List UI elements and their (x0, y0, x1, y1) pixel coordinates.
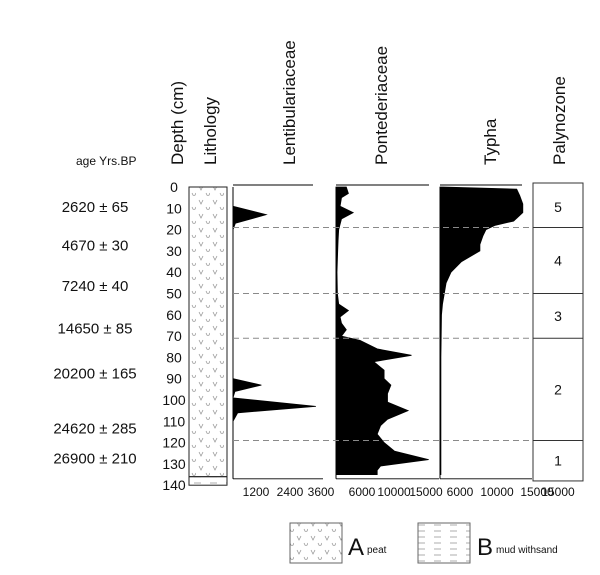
depth-tick-label: 90 (166, 371, 182, 387)
lithology-label: Lithology (201, 96, 220, 165)
lithology-column (188, 186, 228, 486)
series-area (335, 186, 429, 476)
age-label: 14650 ± 85 (58, 321, 133, 338)
age-label: 26900 ± 210 (53, 451, 136, 468)
series-name: Typha (481, 118, 500, 165)
depth-tick-label: 140 (162, 477, 186, 493)
depth-tick-label: 10 (166, 200, 182, 216)
series-name: Lentibulariaceae (280, 40, 299, 165)
zone-label: 2 (554, 381, 562, 397)
age-label: 24620 ± 285 (53, 421, 136, 438)
depth-tick-label: 100 (162, 392, 186, 408)
lithology-unit-B (188, 476, 228, 486)
age-label: 20200 ± 165 (53, 365, 136, 382)
depth-tick-label: 130 (162, 456, 186, 472)
x-tick-label: 6000 (447, 485, 474, 499)
series-typha: Typha 6000 10000 15000 (439, 118, 554, 499)
age-label: 7240 ± 40 (62, 278, 129, 295)
depth-tick-label: 40 (166, 264, 182, 280)
legend-text: mud withsand (496, 545, 558, 556)
x-tick-label: 2400 (277, 485, 304, 499)
x-tick-label: 15000 (541, 485, 575, 499)
depth-tick-label: 20 (166, 222, 182, 238)
x-tick-label: 1200 (243, 485, 270, 499)
x-tick-label: 6000 (349, 485, 376, 499)
palynozone-frame (532, 182, 584, 482)
depth-tick-label: 120 (162, 435, 186, 451)
x-tick-label: 10000 (480, 485, 514, 499)
depth-tick-label: 0 (170, 179, 178, 195)
lithology-unit-A (188, 186, 228, 478)
zone-label: 3 (554, 308, 562, 324)
legend-swatch (289, 522, 343, 564)
palynozone-label: Palynozone (550, 76, 569, 165)
series-name: Pontederiaceae (372, 46, 391, 165)
age-label: 2620 ± 65 (62, 199, 129, 216)
zone-boundaries (233, 226, 533, 441)
depth-tick-label: 60 (166, 307, 182, 323)
age-column: 2620 ± 65 4670 ± 30 7240 ± 40 14650 ± 85 202… (53, 199, 136, 467)
legend-code: B (477, 534, 493, 561)
palynozone-column: Palynozone 5 4 3 2 1 15000 (532, 76, 584, 499)
zone-label: 4 (554, 252, 562, 268)
depth-tick-label: 70 (166, 328, 182, 344)
zone-label: 1 (554, 453, 562, 469)
zone-label: 5 (554, 199, 562, 215)
age-header: age Yrs.BP (76, 154, 136, 168)
x-tick-label: 3600 (308, 485, 335, 499)
legend-swatch (417, 522, 471, 564)
depth-axis-label: Depth (cm) (168, 81, 187, 165)
x-tick-label: 15000 (409, 485, 443, 499)
series-area (232, 187, 316, 479)
age-label: 4670 ± 30 (62, 238, 129, 255)
depth-tick-label: 50 (166, 286, 182, 302)
legend-code: A (348, 534, 364, 561)
x-tick-label: 10000 (377, 485, 411, 499)
series-lentibulariaceae: Lentibulariaceae 1200 2400 3600 (232, 40, 335, 499)
depth-axis: 0 10 20 30 40 50 60 70 80 90 100 110 120 130 140 (162, 179, 186, 493)
legend-text: peat (367, 545, 387, 556)
depth-tick-label: 30 (166, 243, 182, 259)
x-tick-label: 15000 (520, 485, 554, 499)
depth-tick-label: 80 (166, 349, 182, 365)
depth-tick-label: 110 (163, 413, 186, 429)
series-area (439, 186, 524, 476)
